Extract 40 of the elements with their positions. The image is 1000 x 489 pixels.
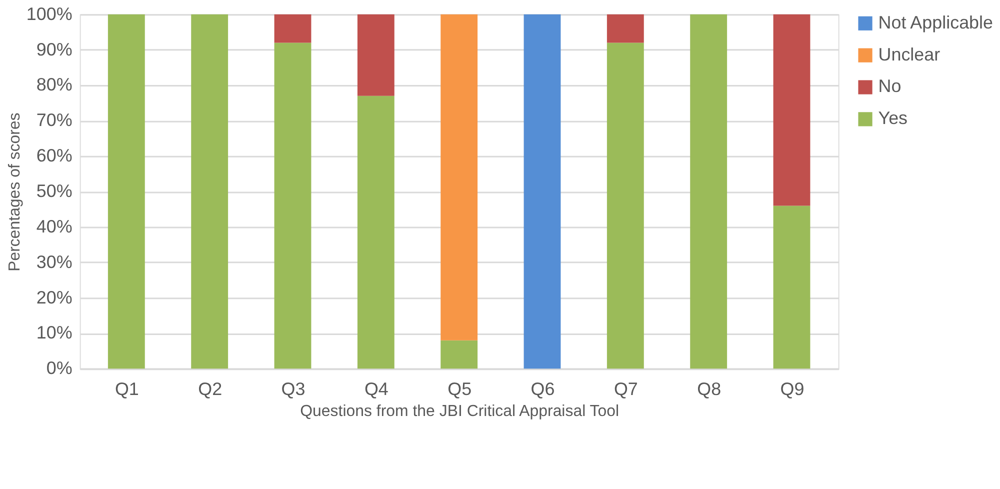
y-tick-label: 30% bbox=[36, 252, 72, 272]
bar bbox=[440, 14, 478, 340]
legend-label: Yes bbox=[878, 108, 908, 128]
x-tick-label: Q4 bbox=[364, 379, 388, 400]
y-axis-title: Percentages of scores bbox=[6, 112, 24, 272]
bar bbox=[773, 14, 810, 206]
x-tick-label: Q8 bbox=[697, 379, 722, 400]
y-tick-label: 70% bbox=[36, 110, 72, 130]
bar bbox=[357, 96, 394, 369]
y-tick-label: 20% bbox=[36, 287, 72, 308]
y-tick-label: 60% bbox=[36, 146, 72, 166]
x-tick-label: Q9 bbox=[780, 379, 804, 400]
x-tick-label: Q5 bbox=[448, 379, 472, 400]
bar bbox=[274, 14, 312, 43]
y-tick-label: 50% bbox=[36, 181, 72, 202]
x-tick-label: Q3 bbox=[281, 379, 306, 400]
legend-label: Unclear bbox=[878, 44, 940, 64]
bar bbox=[606, 14, 644, 43]
legend-label: Not Applicable bbox=[878, 12, 994, 32]
x-tick-label: Q7 bbox=[614, 379, 638, 400]
bar bbox=[357, 14, 394, 96]
y-tick-label: 0% bbox=[46, 358, 72, 378]
y-tick-label: 10% bbox=[36, 322, 72, 343]
legend-label: No bbox=[878, 76, 902, 96]
bar bbox=[606, 42, 644, 369]
y-tick-label: 100% bbox=[26, 4, 72, 24]
bar bbox=[773, 206, 810, 369]
bar bbox=[274, 42, 312, 369]
y-tick-label: 90% bbox=[36, 39, 72, 60]
x-tick-label: Q2 bbox=[198, 379, 222, 400]
x-tick-label: Q1 bbox=[114, 379, 139, 400]
bar bbox=[440, 340, 478, 369]
y-tick-label: 40% bbox=[36, 216, 72, 236]
x-axis-title: Questions from the JBI Critical Appraisal Tool bbox=[300, 403, 620, 420]
bar bbox=[690, 14, 728, 369]
bar bbox=[108, 14, 145, 369]
x-tick-label: Q6 bbox=[530, 379, 555, 400]
y-tick-label: 80% bbox=[36, 74, 72, 95]
bar bbox=[191, 14, 228, 369]
bar bbox=[524, 14, 561, 369]
